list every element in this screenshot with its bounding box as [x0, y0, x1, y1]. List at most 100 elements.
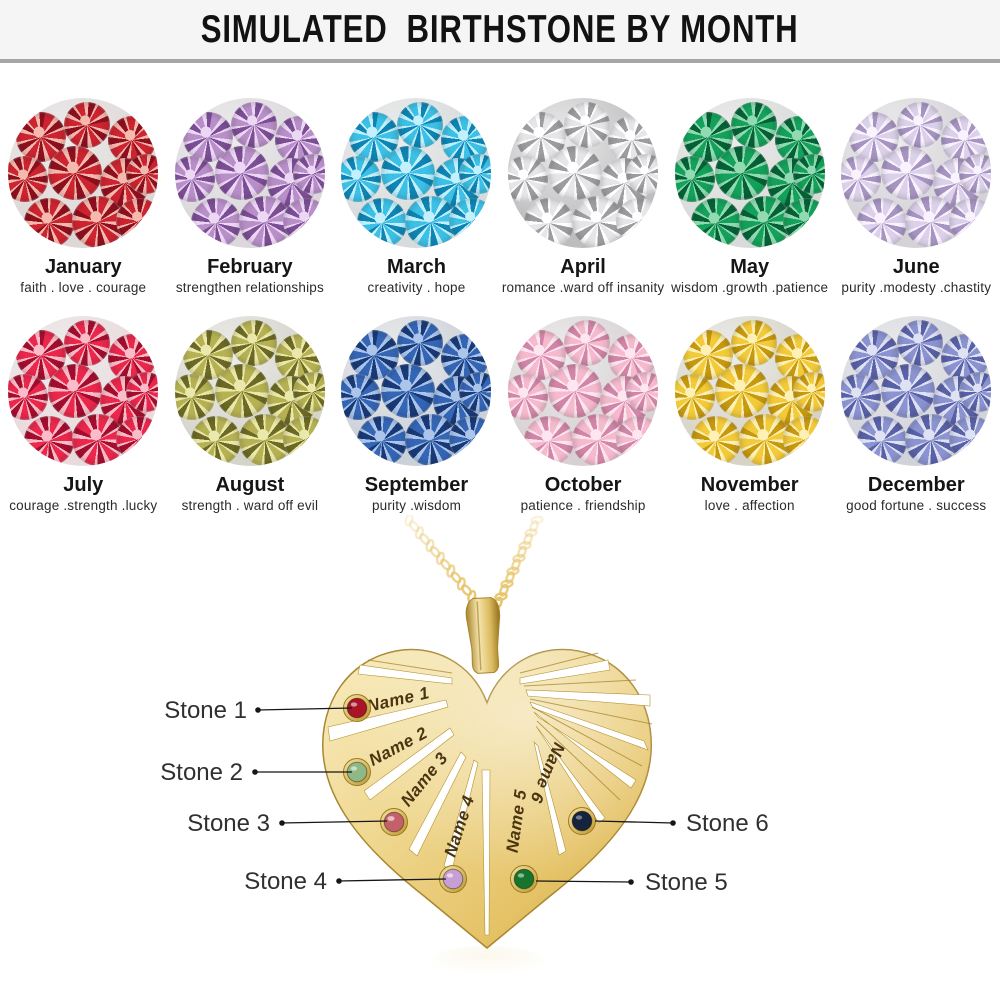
stone-2-label: Stone 2 — [160, 759, 243, 786]
month-label: February — [207, 256, 293, 278]
birthstone-photo-july — [8, 316, 159, 466]
chain-right-strand — [493, 515, 544, 610]
leader-dot — [252, 769, 258, 775]
birthstone-photo-january — [8, 98, 159, 248]
gem — [564, 102, 611, 148]
chain-link — [523, 532, 533, 546]
month-meaning: romance .ward off insanity — [501, 280, 665, 295]
month-meaning: creativity . hope — [367, 280, 466, 295]
chain-link — [450, 571, 462, 584]
gem — [508, 156, 549, 202]
birthstone-row-1: January faith . love . courage February … — [0, 98, 1000, 297]
gem — [949, 198, 992, 244]
gem — [174, 156, 215, 202]
gem — [381, 364, 436, 418]
gem — [616, 416, 659, 462]
gem — [508, 374, 549, 420]
gem — [738, 196, 791, 248]
month-label: December — [867, 474, 965, 496]
chain-link — [499, 583, 509, 597]
leader-line-stone-6 — [594, 820, 674, 824]
month-october: October patience . friendship — [500, 316, 667, 515]
chain-link — [529, 519, 539, 533]
month-meaning: purity .wisdom — [371, 498, 462, 513]
gem — [230, 102, 277, 148]
gem — [548, 146, 603, 200]
gem — [449, 416, 492, 462]
chain-link — [408, 520, 420, 533]
gem — [674, 374, 715, 420]
gem — [238, 196, 291, 248]
ray-cutouts — [327, 659, 651, 936]
leader-line-stone-1 — [256, 707, 353, 711]
gem — [782, 416, 825, 462]
month-label: November — [700, 474, 799, 496]
month-february: February strengthen relationships — [167, 98, 334, 297]
stone-4-label: Stone 4 — [244, 868, 327, 895]
birthstone-photo-february — [174, 98, 325, 248]
chain-link — [414, 526, 425, 540]
gem — [572, 196, 625, 248]
gem — [48, 146, 103, 200]
gem — [459, 372, 492, 412]
gem — [8, 156, 49, 202]
chain-link — [404, 515, 414, 527]
gem — [714, 146, 769, 200]
stone-1-label: Stone 1 — [164, 697, 247, 724]
month-meaning: good fortune . success — [846, 498, 987, 513]
month-meaning: faith . love . courage — [20, 280, 147, 295]
gem — [738, 414, 791, 466]
gem — [24, 416, 75, 466]
gem — [64, 320, 111, 366]
gem — [292, 372, 325, 412]
month-meaning: love . affection — [704, 498, 795, 513]
month-april: April romance .ward off insanity — [500, 98, 667, 297]
gem — [357, 198, 408, 248]
gem — [190, 198, 241, 248]
chain-link — [429, 545, 441, 558]
gem — [8, 374, 49, 420]
header-band: SIMULATED BIRTHSTONE BY MONTH — [0, 0, 1000, 63]
gem — [64, 102, 111, 148]
birthstone-photo-march — [341, 98, 492, 248]
gem — [690, 198, 741, 248]
gem — [126, 154, 159, 194]
gem — [897, 320, 944, 366]
gem — [126, 372, 159, 412]
month-august: August strength . ward off evil — [167, 316, 334, 515]
month-september: September purity .wisdom — [333, 316, 500, 515]
gem — [24, 198, 75, 248]
gem — [714, 364, 769, 418]
stone-1 — [343, 694, 371, 722]
gem — [782, 198, 825, 244]
gem — [357, 416, 408, 466]
month-meaning: strengthen relationships — [175, 280, 324, 295]
stone-5-label: Stone 5 — [645, 869, 728, 896]
stone-4 — [439, 865, 467, 893]
gem — [405, 196, 458, 248]
month-label: August — [215, 474, 285, 496]
leader-line-stone-4 — [337, 878, 447, 882]
month-meaning: strength . ward off evil — [181, 498, 319, 513]
gem — [381, 146, 436, 200]
gem — [572, 414, 625, 466]
birthstone-photo-october — [508, 316, 659, 466]
month-december: December good fortune . success — [833, 316, 1000, 515]
leader-line-stone-3 — [280, 820, 388, 824]
gem — [341, 156, 382, 202]
gem — [397, 102, 444, 148]
chain-link — [511, 558, 521, 572]
month-label: June — [892, 256, 940, 278]
engraved-rays — [367, 652, 653, 801]
gem — [905, 196, 958, 248]
gem — [949, 416, 992, 462]
month-label: April — [560, 256, 606, 278]
gem — [857, 416, 908, 466]
gem — [905, 414, 958, 466]
gem — [190, 416, 241, 466]
birthstone-photo-june — [841, 98, 992, 248]
gem — [459, 154, 492, 194]
month-january: January faith . love . courage — [0, 98, 167, 297]
gem — [282, 198, 325, 244]
